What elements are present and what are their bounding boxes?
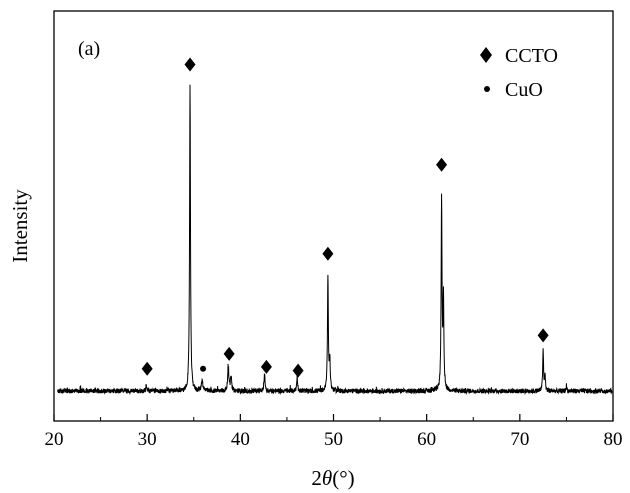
legend-dot-marker bbox=[484, 86, 490, 92]
x-tick-label: 20 bbox=[45, 429, 64, 450]
cuo-peak-marker bbox=[200, 365, 207, 372]
x-axis-title-prefix: 2 bbox=[311, 466, 322, 490]
plot-frame bbox=[53, 10, 614, 422]
peak-markers bbox=[141, 57, 549, 378]
ccto-peak-marker bbox=[184, 57, 196, 72]
x-tick-label: 70 bbox=[510, 429, 529, 450]
x-tick-label: 30 bbox=[138, 429, 157, 450]
x-axis-title-theta: θ bbox=[322, 466, 332, 490]
y-axis-title: Intensity bbox=[8, 189, 32, 263]
x-tick-label: 50 bbox=[324, 429, 343, 450]
legend-label-ccto: CCTO bbox=[505, 45, 558, 67]
x-axis-title-unit: (°) bbox=[332, 466, 354, 490]
x-axis-ticks: 20 30 40 50 60 70 80 bbox=[45, 414, 623, 450]
xrd-series-line bbox=[57, 84, 613, 396]
ccto-peak-marker bbox=[537, 328, 549, 343]
x-tick-label: 80 bbox=[604, 429, 623, 450]
legend-label-cuo: CuO bbox=[505, 79, 543, 101]
x-axis-title: 2θ(°) bbox=[311, 466, 354, 490]
ccto-peak-marker bbox=[260, 359, 272, 374]
ccto-peak-marker bbox=[292, 363, 304, 378]
xrd-pattern bbox=[57, 84, 613, 396]
x-tick-label: 60 bbox=[417, 429, 436, 450]
ccto-peak-marker bbox=[223, 346, 235, 361]
legend: CCTO CuO bbox=[480, 45, 558, 101]
ccto-peak-marker bbox=[141, 361, 153, 376]
x-tick-label: 40 bbox=[231, 429, 250, 450]
panel-label: (a) bbox=[78, 38, 100, 60]
ccto-peak-marker bbox=[322, 246, 334, 261]
ccto-peak-marker bbox=[436, 157, 448, 172]
legend-diamond-marker bbox=[480, 47, 492, 63]
